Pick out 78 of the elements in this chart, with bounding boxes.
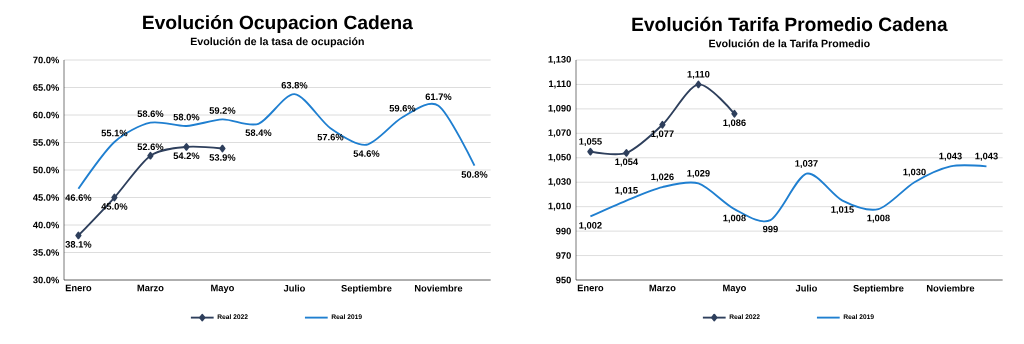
point [659, 120, 666, 129]
data-label: 59.6% [389, 105, 416, 112]
y-tick-label: 55.0% [33, 139, 60, 146]
x-tick-label: Septiembre [853, 284, 904, 294]
y-tick-label: 1,090 [548, 104, 571, 113]
point [731, 109, 738, 118]
x-tick-label: Marzo [137, 284, 164, 292]
x-tick-label: Marzo [649, 284, 676, 292]
point [111, 193, 118, 202]
data-label: 1,015 [615, 187, 638, 195]
y-tick-label: 45.0% [32, 194, 60, 201]
data-label: 53.9% [209, 154, 236, 161]
data-label: 58.6% [137, 110, 164, 118]
data-label: 1,043 [975, 152, 998, 161]
data-label: 1,030 [903, 168, 926, 177]
chart-title: Evolución Ocupacion Cadena [143, 14, 413, 34]
data-label: 59.2% [209, 107, 236, 114]
point [183, 143, 190, 151]
data-label: 1,008 [723, 214, 746, 223]
data-label: 1,037 [795, 160, 818, 169]
point [623, 149, 630, 157]
data-label: 1,015 [831, 206, 854, 215]
data-label: 58.4% [245, 129, 272, 137]
x-tick-label: Noviembre [414, 284, 463, 292]
y-tick-label: 950 [556, 276, 571, 284]
data-label: 999 [762, 225, 778, 233]
y-tick-label: 30.0% [33, 276, 60, 284]
x-tick-label: Julio [795, 284, 817, 292]
data-label: 61.7% [425, 93, 452, 101]
data-label: 57.6% [317, 133, 344, 141]
x-tick-label: Enero [65, 284, 92, 292]
point [75, 231, 82, 240]
data-label: 1,026 [651, 173, 674, 182]
data-label: 1,029 [687, 169, 710, 178]
chart-title: Evolución Tarifa Promedio Cadena [632, 16, 948, 32]
data-label: 55.1% [101, 129, 128, 137]
data-label: 1,002 [579, 222, 602, 231]
data-label: 50.8% [461, 171, 488, 178]
y-tick-label: 1,130 [548, 56, 571, 64]
data-label: 1,110 [687, 70, 710, 79]
y-tick-label: 1,110 [549, 80, 571, 89]
data-label: 1,077 [651, 130, 674, 139]
chart-subtitle: Evolución de la tasa de ocupación [190, 37, 364, 48]
y-tick-label: 70.0% [33, 56, 60, 64]
data-label: 1,055 [579, 138, 602, 147]
x-tick-label: Mayo [723, 284, 746, 294]
y-tick-label: 35.0% [33, 249, 60, 256]
data-label: 52.6% [137, 143, 164, 151]
data-label: 1,086 [723, 119, 746, 128]
data-label: 58.0% [173, 113, 200, 121]
x-tick-label: Mayo [211, 284, 234, 294]
y-tick-label: 60.0% [33, 111, 60, 119]
y-tick-label: 65.0% [33, 84, 60, 91]
chart-subtitle: Evolución de la Tarifa Promedio [709, 39, 870, 48]
y-tick-label: 1,070 [548, 129, 571, 138]
point [587, 147, 594, 156]
data-label: 46.6% [65, 194, 92, 201]
y-tick-label: 970 [556, 252, 571, 259]
y-tick-label: 1,010 [548, 202, 571, 211]
data-label: 54.2% [173, 152, 200, 160]
y-tick-label: 1,050 [548, 153, 571, 162]
x-tick-label: Septiembre [341, 284, 392, 294]
y-tick-label: 1,030 [548, 178, 571, 187]
data-label: 38.1% [65, 241, 92, 248]
data-label: 1,043 [939, 152, 962, 161]
point [695, 80, 702, 89]
point [219, 144, 226, 153]
point [147, 151, 154, 160]
x-tick-label: Julio [283, 284, 305, 292]
y-tick-label: 50.0% [33, 166, 60, 174]
data-label: 63.8% [281, 81, 308, 89]
y-tick-label: 40.0% [32, 221, 60, 229]
x-tick-label: Noviembre [926, 284, 975, 292]
data-label: 1,008 [867, 214, 890, 223]
data-label: 54.6% [353, 150, 380, 157]
data-label: 1,054 [615, 158, 639, 167]
y-tick-label: 990 [556, 227, 571, 235]
x-tick-label: Enero [577, 284, 604, 292]
